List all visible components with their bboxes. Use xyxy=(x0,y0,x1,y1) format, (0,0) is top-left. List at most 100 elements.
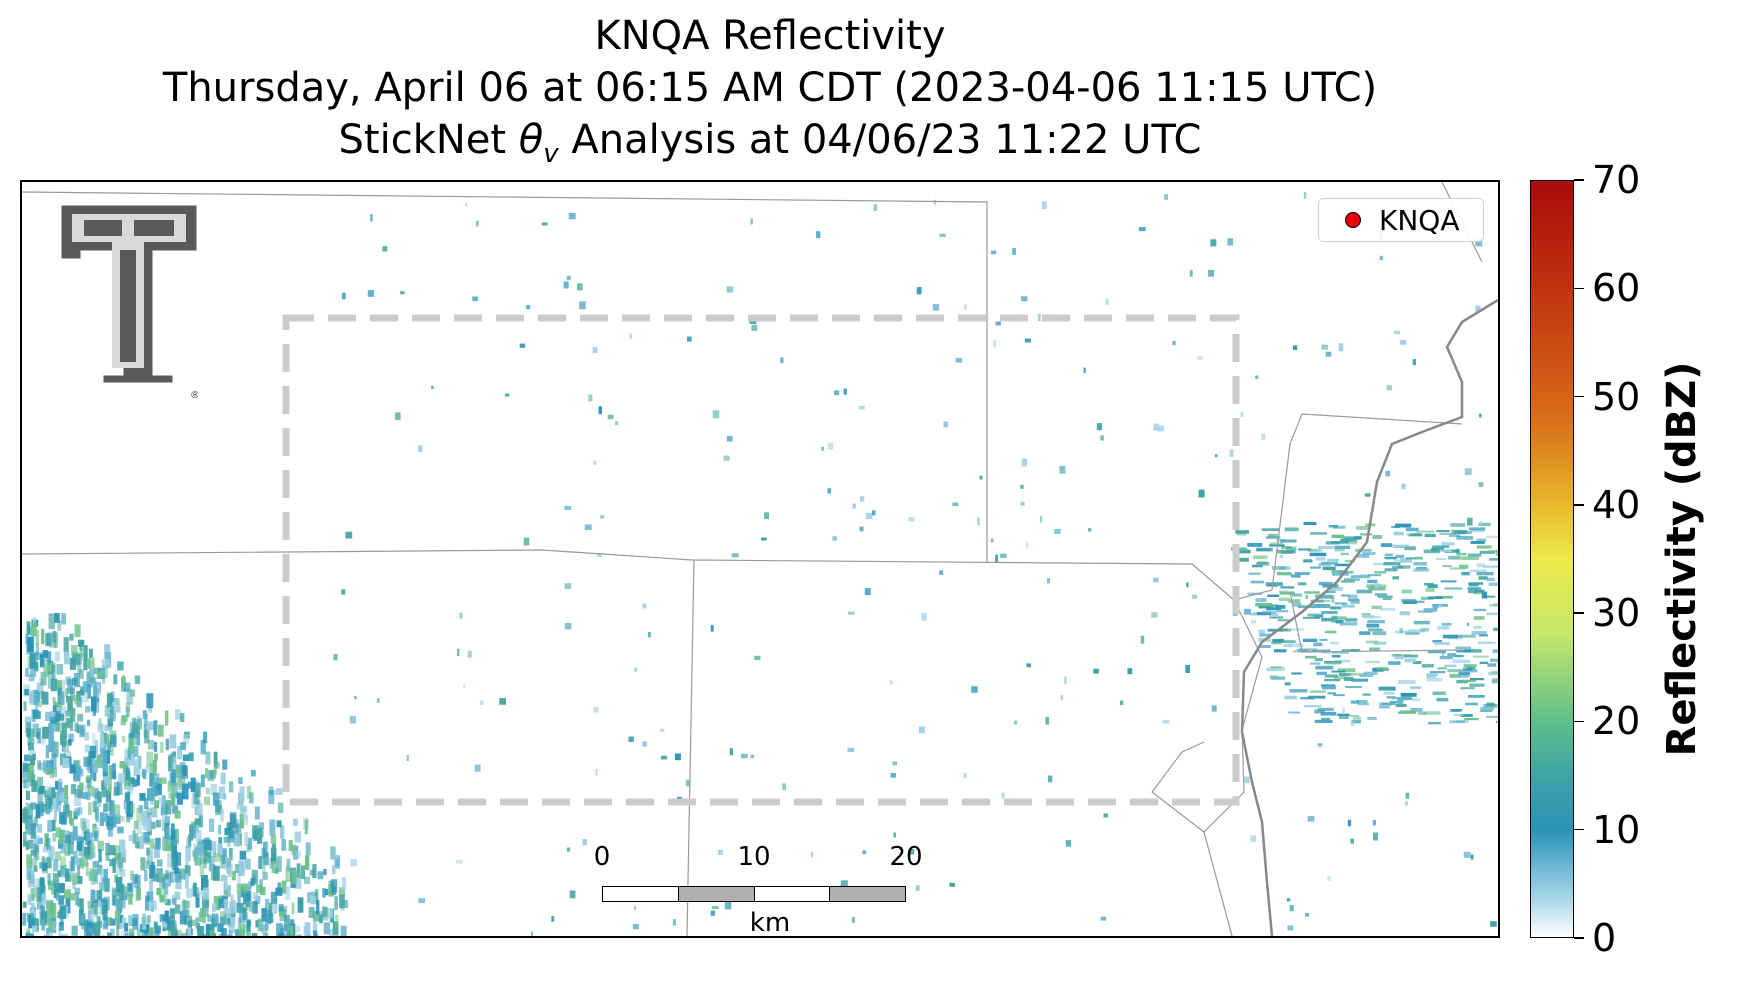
echo-pixel xyxy=(1377,595,1393,598)
echo-pixel xyxy=(1297,649,1308,652)
echo-pixel xyxy=(197,925,205,936)
echo-pixel xyxy=(1441,542,1455,546)
echo-pixel xyxy=(104,705,112,717)
echo-pixel xyxy=(97,840,104,851)
echo-pixel xyxy=(1356,554,1370,558)
echo-pixel xyxy=(32,753,37,761)
echo-pixel xyxy=(1406,600,1425,604)
echo-pixel xyxy=(40,911,47,925)
echo-pixel xyxy=(112,857,116,873)
echo-pixel xyxy=(1315,665,1334,670)
echo-pixel xyxy=(247,881,252,890)
echo-pixel xyxy=(60,730,66,740)
echo-pixel xyxy=(1244,776,1250,784)
echo-pixel xyxy=(58,921,64,931)
echo-pixel xyxy=(909,848,915,855)
echo-pixel xyxy=(1388,661,1401,665)
echo-pixel xyxy=(37,788,43,803)
echo-pixel xyxy=(990,250,997,255)
echo-pixel xyxy=(56,722,64,732)
echo-pixel xyxy=(1305,655,1317,659)
echo-pixel xyxy=(27,742,34,751)
echo-pixel xyxy=(63,889,71,899)
echo-pixel xyxy=(119,839,126,855)
colorbar-tick-label: 10 xyxy=(1592,807,1641,852)
echo-pixel xyxy=(871,510,876,516)
echo-pixel xyxy=(1286,546,1297,551)
echo-pixel xyxy=(1365,640,1379,644)
echo-pixel xyxy=(1380,702,1396,706)
echo-pixel xyxy=(25,932,30,936)
echo-pixel xyxy=(1412,660,1422,665)
echo-pixel xyxy=(155,837,161,850)
echo-pixel xyxy=(94,788,100,799)
echo-pixel xyxy=(234,929,241,936)
echo-pixel xyxy=(933,199,937,205)
echo-pixel xyxy=(915,885,920,891)
echo-pixel xyxy=(1413,561,1427,566)
echo-pixel xyxy=(74,695,80,705)
echo-pixel xyxy=(257,918,261,932)
echo-pixel xyxy=(276,820,282,828)
echo-pixel xyxy=(1338,673,1351,677)
echo-pixel xyxy=(38,786,44,795)
echo-pixel xyxy=(122,855,126,863)
echo-pixel xyxy=(238,860,245,876)
echo-pixel xyxy=(1164,194,1169,200)
echo-pixel xyxy=(1423,549,1440,554)
echo-pixel xyxy=(235,834,241,846)
echo-pixel xyxy=(226,822,233,832)
echo-pixel xyxy=(30,887,36,898)
echo-pixel xyxy=(1341,604,1355,608)
echo-pixel xyxy=(257,828,263,844)
echo-pixel xyxy=(1412,359,1417,365)
echo-pixel xyxy=(102,665,108,679)
radar-map[interactable]: ® KNQA 0 10 20 km xyxy=(20,180,1500,938)
echo-pixel xyxy=(1302,638,1318,643)
echo-pixel xyxy=(36,887,44,902)
echo-pixel xyxy=(1280,550,1294,554)
echo-pixel xyxy=(1303,616,1321,619)
echo-pixel xyxy=(231,870,236,881)
echo-pixel xyxy=(1153,577,1159,583)
echo-pixel xyxy=(456,859,463,864)
echo-pixel xyxy=(105,842,110,856)
echo-pixel xyxy=(99,741,107,757)
echo-pixel xyxy=(239,786,245,802)
echo-pixel xyxy=(1198,489,1205,498)
echo-pixel xyxy=(250,770,256,777)
echo-pixel xyxy=(239,912,245,924)
echo-pixel xyxy=(1307,549,1320,552)
echo-pixel xyxy=(119,815,125,822)
echo-pixel xyxy=(30,871,34,883)
echo-pixel xyxy=(146,891,154,901)
echo-pixel xyxy=(1455,646,1472,650)
county-line xyxy=(1151,741,1205,833)
echo-pixel xyxy=(1303,560,1313,563)
echo-pixel xyxy=(28,803,33,820)
echo-pixel xyxy=(1436,530,1450,533)
echo-pixel xyxy=(1403,654,1418,658)
echo-pixel xyxy=(93,685,97,700)
echo-pixel xyxy=(220,928,227,936)
echo-pixel xyxy=(1442,565,1452,568)
echo-pixel xyxy=(109,706,114,714)
echo-pixel xyxy=(1436,697,1449,702)
echo-pixel xyxy=(1252,555,1268,560)
echo-pixel xyxy=(204,841,212,858)
echo-pixel xyxy=(1325,541,1340,545)
echo-pixel xyxy=(1464,649,1482,653)
echo-pixel xyxy=(563,281,569,289)
echo-pixel xyxy=(76,696,82,708)
echo-pixel xyxy=(70,893,75,901)
echo-pixel xyxy=(1001,792,1005,799)
echo-pixel xyxy=(101,732,108,744)
echo-pixel xyxy=(1457,530,1472,534)
echo-pixel xyxy=(1397,697,1404,704)
echo-pixel xyxy=(222,759,228,770)
echo-pixel xyxy=(61,691,65,705)
echo-pixel xyxy=(395,412,401,420)
echo-pixel xyxy=(203,796,211,806)
echo-pixel xyxy=(58,929,62,936)
echo-pixel xyxy=(932,304,940,311)
